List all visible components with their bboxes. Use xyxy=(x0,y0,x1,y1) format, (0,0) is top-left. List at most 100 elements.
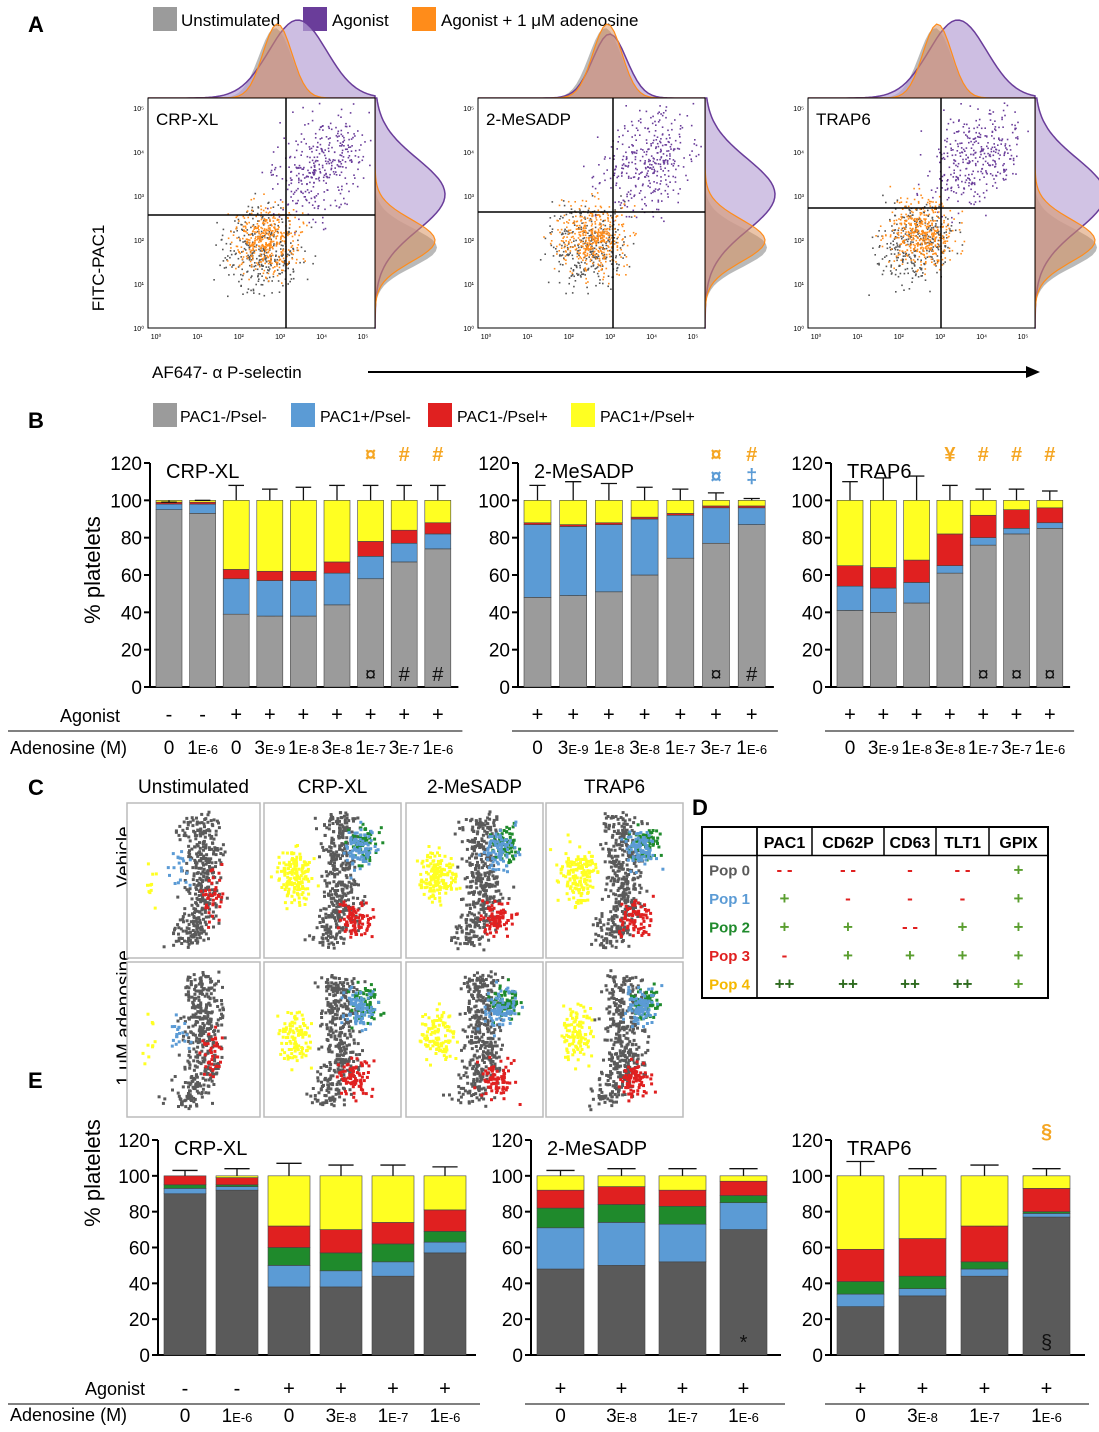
scatter-dot xyxy=(603,241,606,243)
scatter-dot xyxy=(616,266,619,269)
scatter-dot xyxy=(915,208,917,211)
tsne-dot xyxy=(332,858,336,862)
tsne-dot xyxy=(341,891,345,895)
scatter-dot xyxy=(902,261,904,263)
scatter-dot xyxy=(598,214,601,216)
scatter-dot xyxy=(264,246,266,248)
scatter-dot xyxy=(941,226,944,228)
scatter-dot xyxy=(916,230,918,233)
scatter-dot xyxy=(942,235,944,237)
tsne-dot xyxy=(199,889,203,893)
scatter-dot xyxy=(256,212,259,215)
tsne-dot xyxy=(329,932,333,936)
scatter-dot xyxy=(1000,143,1002,145)
scatter-dot xyxy=(910,243,913,246)
scatter-dot xyxy=(982,148,985,150)
tsne-dot xyxy=(344,894,348,897)
scatter-dot xyxy=(925,238,928,240)
scatter-dot xyxy=(915,270,917,273)
scatter-dot xyxy=(260,218,263,221)
scatter-dot xyxy=(275,250,277,253)
scatter-dot xyxy=(912,232,915,234)
scatter-dot xyxy=(659,151,662,153)
scatter-dot xyxy=(653,168,655,171)
scatter-dot xyxy=(306,189,309,191)
scatter-dot xyxy=(313,196,316,198)
bar-segment xyxy=(323,604,351,688)
scatter-dot xyxy=(920,225,922,228)
scatter-dot xyxy=(999,154,1001,156)
bar-segment xyxy=(969,544,997,688)
scatter-dot xyxy=(583,231,585,233)
scatter-dot xyxy=(960,252,962,255)
scatter-dot xyxy=(595,242,597,244)
scatter-dot xyxy=(927,237,929,240)
scatter-dot xyxy=(622,163,625,165)
bar-segment xyxy=(836,500,864,566)
scatter-dot xyxy=(292,200,294,202)
scatter-dot xyxy=(623,265,625,268)
scatter-dot xyxy=(936,231,938,234)
bar-segment xyxy=(666,514,695,559)
scatter-dot xyxy=(621,158,624,161)
tsne-dot xyxy=(290,858,294,862)
scatter-dot xyxy=(631,144,633,146)
scatter-dot xyxy=(600,232,602,234)
scatter-dot xyxy=(631,161,633,164)
scatter-dot xyxy=(909,235,912,238)
tsne-dot xyxy=(205,853,209,857)
scatter-dot xyxy=(957,212,960,215)
scatter-dot xyxy=(985,135,988,137)
tsne-dot xyxy=(290,901,294,905)
scatter-dot xyxy=(267,272,270,275)
tsne-dot xyxy=(299,855,303,859)
tsne-dot xyxy=(212,852,215,856)
scatter-dot xyxy=(274,166,277,169)
scatter-dot xyxy=(580,228,583,231)
scatter-dot xyxy=(635,185,637,188)
scatter-dot xyxy=(909,217,912,219)
scatter-dot xyxy=(979,178,981,181)
scatter-dot xyxy=(654,120,656,123)
tsne-dot xyxy=(185,861,189,865)
scatter-dot xyxy=(893,202,896,204)
scatter-dot xyxy=(914,256,916,258)
scatter-dot xyxy=(944,139,946,142)
scatter-dot xyxy=(309,181,311,184)
scatter-dot xyxy=(967,137,969,139)
adenosine-exponent: E-7 xyxy=(399,742,419,757)
scatter-dot xyxy=(268,280,270,282)
scatter-dot xyxy=(318,179,321,182)
scatter-dot xyxy=(564,255,567,257)
scatter-dot xyxy=(620,256,622,258)
scatter-dot xyxy=(236,215,239,217)
scatter-dot xyxy=(590,247,592,249)
scatter-dot xyxy=(951,249,954,252)
scatter-dot xyxy=(273,235,275,238)
scatter-dot xyxy=(256,257,258,260)
scatter-dot xyxy=(981,150,983,152)
scatter-dot xyxy=(277,280,280,282)
scatter-dot xyxy=(985,183,988,185)
scatter-dot xyxy=(936,215,938,217)
tsne-dot xyxy=(195,941,199,945)
scatter-dot xyxy=(928,236,931,238)
tsne-dot xyxy=(183,831,187,835)
tsne-dot xyxy=(193,911,196,915)
scatter-dot xyxy=(295,166,298,169)
scatter-dot xyxy=(920,267,923,270)
scatter-dot xyxy=(903,289,905,291)
scatter-dot xyxy=(618,233,621,236)
scatter-dot xyxy=(278,243,281,245)
tsne-dot xyxy=(194,924,198,928)
scatter-dot xyxy=(252,257,254,260)
tsne-dot xyxy=(206,896,210,900)
tsne-dot xyxy=(214,829,218,833)
tsne-dot xyxy=(343,884,347,888)
scatter-dot xyxy=(900,235,902,238)
scatter-dot xyxy=(973,182,976,184)
tsne-dot xyxy=(329,889,332,893)
scatter-dot xyxy=(308,191,310,194)
scatter-dot xyxy=(897,234,900,236)
scatter-dot xyxy=(924,238,927,240)
